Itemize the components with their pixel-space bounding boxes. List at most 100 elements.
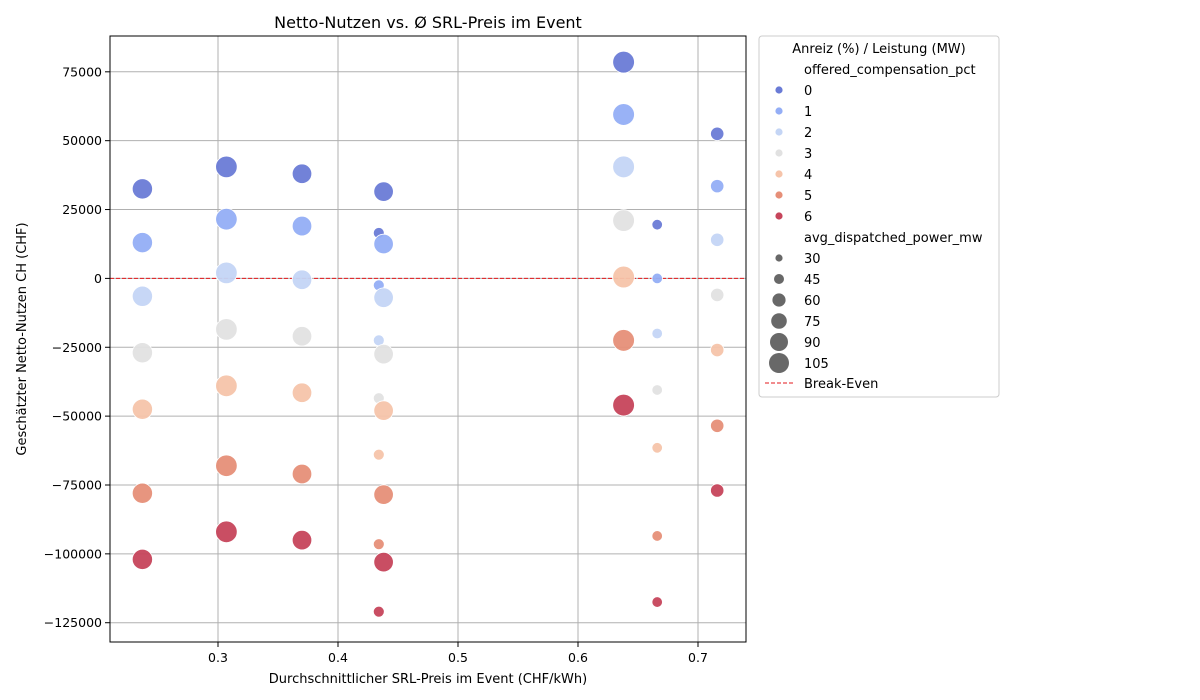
data-point [372,538,385,551]
data-point [612,209,635,232]
legend-title: Anreiz (%) / Leistung (MW) [792,42,965,57]
data-point [710,418,725,433]
legend-hue-title: offered_compensation_pct [804,63,976,78]
data-point [215,155,238,179]
legend-hue-label: 0 [804,84,812,99]
legend-hue-label: 3 [804,147,812,162]
chart-title: Netto-Nutzen vs. Ø SRL-Preis im Event [274,13,582,32]
data-point [710,179,725,194]
legend-size-label: 45 [804,273,821,288]
legend-size-label: 60 [804,294,821,309]
data-point [131,178,153,200]
data-point [710,287,725,303]
legend-hue-marker [775,128,783,136]
data-point [651,596,663,608]
data-point [131,548,153,570]
data-point [373,551,394,573]
legend-size-marker [769,353,789,373]
legend-size-marker [772,293,786,307]
legend-hue-marker [775,149,783,157]
data-point [612,155,635,179]
data-point [651,327,663,340]
legend-size-marker [774,274,784,284]
legend-size-label: 105 [804,357,829,372]
x-axis-label: Durchschnittlicher SRL-Preis im Event (C… [269,672,587,687]
data-point [291,269,313,290]
data-point [215,318,238,341]
data-point [373,181,394,202]
data-point [710,126,725,141]
data-point [710,232,725,247]
legend-hue-entries: 0 1 2 3 4 5 6 [775,84,812,225]
data-point [291,382,313,403]
legend-size-title: avg_dispatched_power_mw [804,231,983,246]
data-point [215,374,238,398]
legend-frame [758,35,1000,398]
data-point [651,442,663,454]
data-point [291,163,313,184]
legend: Anreiz (%) / Leistung (MW) offered_compe… [758,35,1000,398]
data-point [612,103,635,126]
data-point [373,484,394,505]
data-point [131,342,153,364]
legend-hue-marker [775,191,783,199]
data-point [131,398,153,420]
data-point [291,463,313,485]
data-point [372,605,385,618]
x-axis: 0.3 0.4 0.5 0.6 0.7 [208,642,708,665]
y-tick-label: −75000 [52,477,102,492]
data-point [131,232,153,254]
legend-size-marker [771,313,787,329]
y-tick-label: −50000 [52,409,102,424]
legend-hue-label: 5 [804,189,812,204]
data-point [651,384,663,396]
x-tick-label: 0.4 [328,650,348,665]
plot-frame [109,35,747,643]
data-point [651,218,663,231]
legend-hue-label: 4 [804,168,812,183]
x-tick-label: 0.5 [448,650,468,665]
legend-break-even-label: Break-Even [804,377,878,392]
data-point [373,400,394,421]
legend-hue-marker [775,86,783,94]
data-point [131,482,153,504]
y-tick-label: 50000 [62,133,102,148]
legend-hue-label: 1 [804,105,812,120]
y-axis: 75000 50000 25000 0 −25000 −50000 −75000 −10000… [44,64,110,630]
data-point [291,215,313,237]
data-point [215,207,238,231]
legend-size-label: 90 [804,336,821,351]
data-point [372,448,385,461]
data-point [291,326,313,347]
x-tick-label: 0.3 [208,650,228,665]
legend-hue-label: 2 [804,126,812,141]
y-tick-label: 0 [94,271,102,286]
data-points [131,50,725,618]
legend-hue-marker [775,212,783,220]
x-tick-label: 0.7 [688,650,708,665]
legend-hue-label: 6 [804,210,812,225]
y-tick-label: 75000 [62,64,102,79]
data-point [651,272,663,285]
y-axis-label: Geschätzter Netto-Nutzen CH (CHF) [15,222,30,455]
data-point [710,483,725,498]
legend-size-label: 30 [804,252,821,267]
data-point [612,393,635,417]
data-point [612,265,635,289]
grid [110,36,746,642]
x-tick-label: 0.6 [568,650,588,665]
data-point [373,287,394,308]
legend-size-marker [770,333,788,351]
y-tick-label: −100000 [44,546,102,561]
legend-hue-marker [775,107,783,115]
data-point [651,530,663,542]
y-tick-label: 25000 [62,202,102,217]
data-point [291,529,313,551]
data-point [373,233,394,255]
legend-size-label: 75 [804,315,821,330]
data-point [373,343,394,365]
y-tick-label: −25000 [52,340,102,355]
data-point [215,454,238,477]
